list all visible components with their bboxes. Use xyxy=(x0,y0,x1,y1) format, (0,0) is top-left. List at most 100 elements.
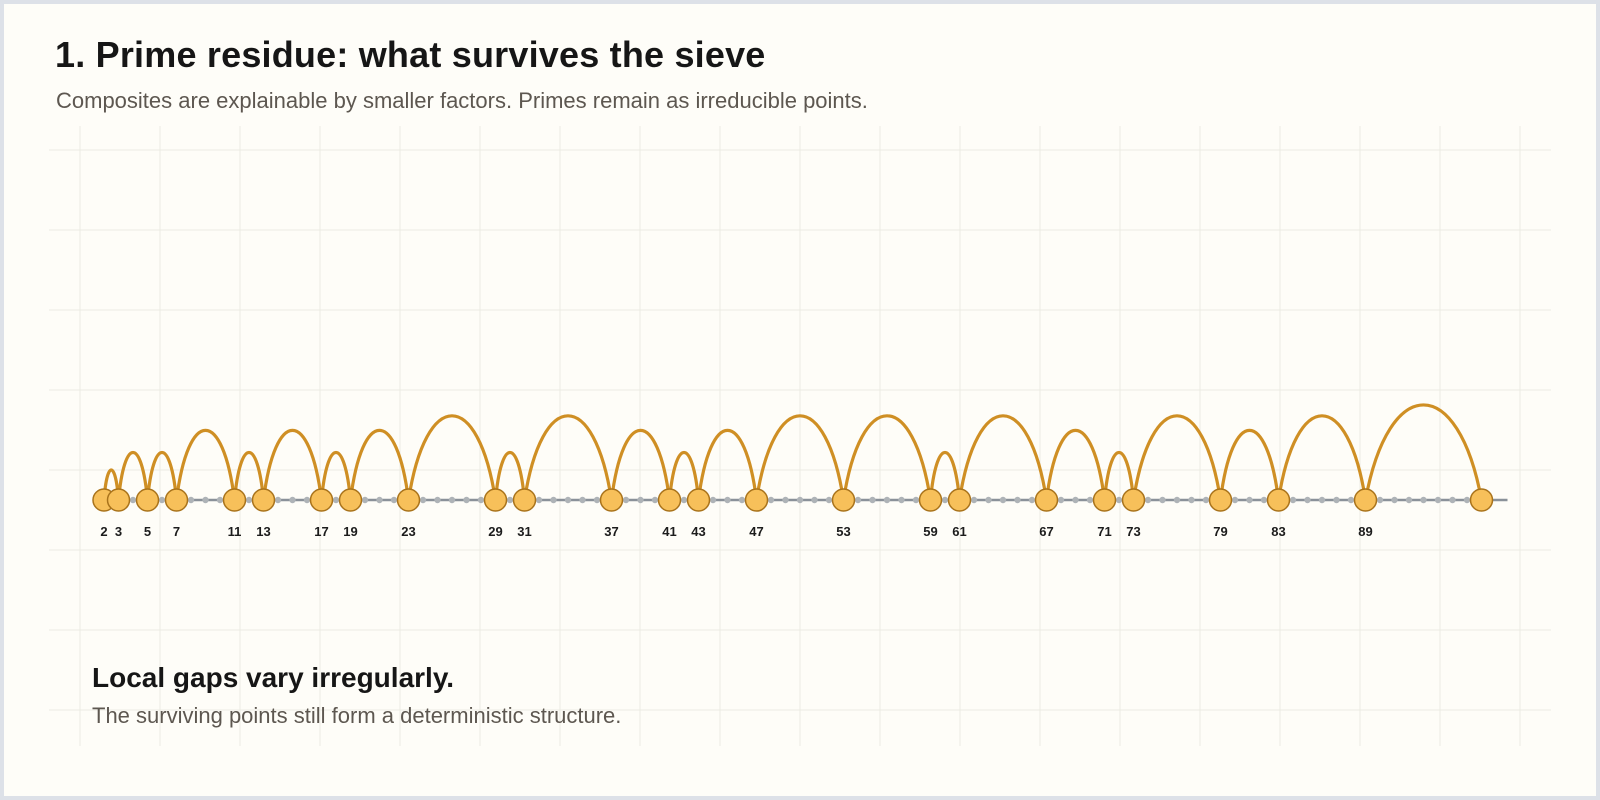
prime-label: 89 xyxy=(1358,524,1372,539)
composite-dot xyxy=(1376,496,1384,504)
gap-arc xyxy=(116,451,150,502)
composite-dot xyxy=(811,496,818,504)
grid xyxy=(49,126,1551,746)
composite-dot xyxy=(1115,496,1123,504)
prime-point xyxy=(1034,488,1059,512)
prime-label: 71 xyxy=(1097,524,1111,539)
prime-label: 23 xyxy=(401,524,415,539)
composite-dot xyxy=(1304,496,1311,504)
prime-label: 83 xyxy=(1271,524,1285,539)
composite-dot xyxy=(680,496,688,504)
note-title: Local gaps vary irregularly. xyxy=(92,662,455,693)
composite-dot xyxy=(434,496,441,504)
prime-point xyxy=(657,488,682,512)
composite-dot xyxy=(1188,496,1195,504)
prime-point xyxy=(396,488,421,512)
composite-dot xyxy=(1028,496,1036,504)
composite-dot xyxy=(985,496,992,504)
prime-point xyxy=(918,488,943,512)
gap-arc xyxy=(319,451,353,502)
composite-dot xyxy=(709,496,717,504)
prime-point xyxy=(512,488,537,512)
composite-dot xyxy=(1318,496,1326,504)
prime-label: 41 xyxy=(662,524,676,539)
composite-dot xyxy=(1072,496,1079,504)
prime-point xyxy=(338,488,363,512)
prime-label: 79 xyxy=(1213,524,1227,539)
composite-dot xyxy=(999,496,1007,504)
gap-arc xyxy=(522,414,614,502)
gap-arc xyxy=(406,414,498,502)
gap-arc xyxy=(1276,414,1368,502)
composite-dot xyxy=(1159,496,1166,504)
composite-dot xyxy=(1289,496,1297,504)
prime-label: 17 xyxy=(314,524,328,539)
prime-point xyxy=(106,488,131,512)
prime-point xyxy=(947,488,972,512)
composite-dot xyxy=(245,496,253,504)
prime-label: 5 xyxy=(144,524,151,539)
prime-point xyxy=(222,488,247,512)
composite-dot xyxy=(854,496,862,504)
composite-dot xyxy=(1449,496,1456,504)
composite-dot xyxy=(970,496,978,504)
composite-dot xyxy=(303,496,311,504)
composite-dot xyxy=(767,496,775,504)
prime-label: 59 xyxy=(923,524,937,539)
prime-label: 11 xyxy=(228,524,242,539)
composite-dot xyxy=(158,496,166,504)
composite-dot xyxy=(1144,496,1152,504)
composite-dot xyxy=(448,496,456,504)
prime-label: 37 xyxy=(604,524,618,539)
composite-dot xyxy=(898,496,905,504)
gap-arc xyxy=(232,451,266,502)
prime-point xyxy=(1092,488,1117,512)
composite-dot xyxy=(506,496,514,504)
gap-arc xyxy=(609,429,672,502)
gap-arc xyxy=(1044,429,1107,502)
composite-dot xyxy=(361,496,369,504)
composite-dots xyxy=(129,496,1471,504)
composite-dot xyxy=(738,496,746,504)
gap-arc xyxy=(174,429,237,502)
composite-dot xyxy=(202,496,209,504)
gap-arc xyxy=(1218,429,1281,502)
composite-dot xyxy=(390,496,398,504)
prime-point xyxy=(686,488,711,512)
prime-point xyxy=(831,488,856,512)
composite-dot xyxy=(376,496,383,504)
prime-point xyxy=(309,488,334,512)
prime-labels: 2 3 5 7 11 13 17 19 23 29 31 37 41 43 47 53 59 61 67 71 73 79… xyxy=(100,524,1372,539)
composite-dot xyxy=(869,496,876,504)
composite-dot xyxy=(216,496,224,504)
prime-label: 53 xyxy=(836,524,850,539)
prime-point xyxy=(599,488,624,512)
page-title: 1. Prime residue: what survives the siev… xyxy=(55,34,766,75)
gap-arcs xyxy=(102,403,1484,502)
composite-dot xyxy=(332,496,340,504)
composite-dot xyxy=(1333,496,1340,504)
composite-dot xyxy=(1231,496,1239,504)
gap-arc xyxy=(1131,414,1223,502)
composite-dot xyxy=(1246,496,1253,504)
gap-arc xyxy=(1102,451,1136,502)
prime-label: 2 xyxy=(100,524,107,539)
gap-arc xyxy=(348,429,411,502)
prime-point xyxy=(1266,488,1291,512)
composite-dot xyxy=(463,496,470,504)
prime-point xyxy=(135,488,160,512)
prime-point xyxy=(744,488,769,512)
gap-arc xyxy=(696,429,759,502)
composite-dot xyxy=(1202,496,1210,504)
composite-dot xyxy=(129,496,137,504)
prime-point xyxy=(164,488,189,512)
composite-dot xyxy=(1260,496,1268,504)
composite-dot xyxy=(637,496,644,504)
composite-dot xyxy=(564,496,572,504)
prime-point xyxy=(1353,488,1378,512)
prime-label: 61 xyxy=(952,524,966,539)
gap-arc xyxy=(493,451,527,502)
composite-dot xyxy=(941,496,949,504)
composite-dot xyxy=(622,496,630,504)
